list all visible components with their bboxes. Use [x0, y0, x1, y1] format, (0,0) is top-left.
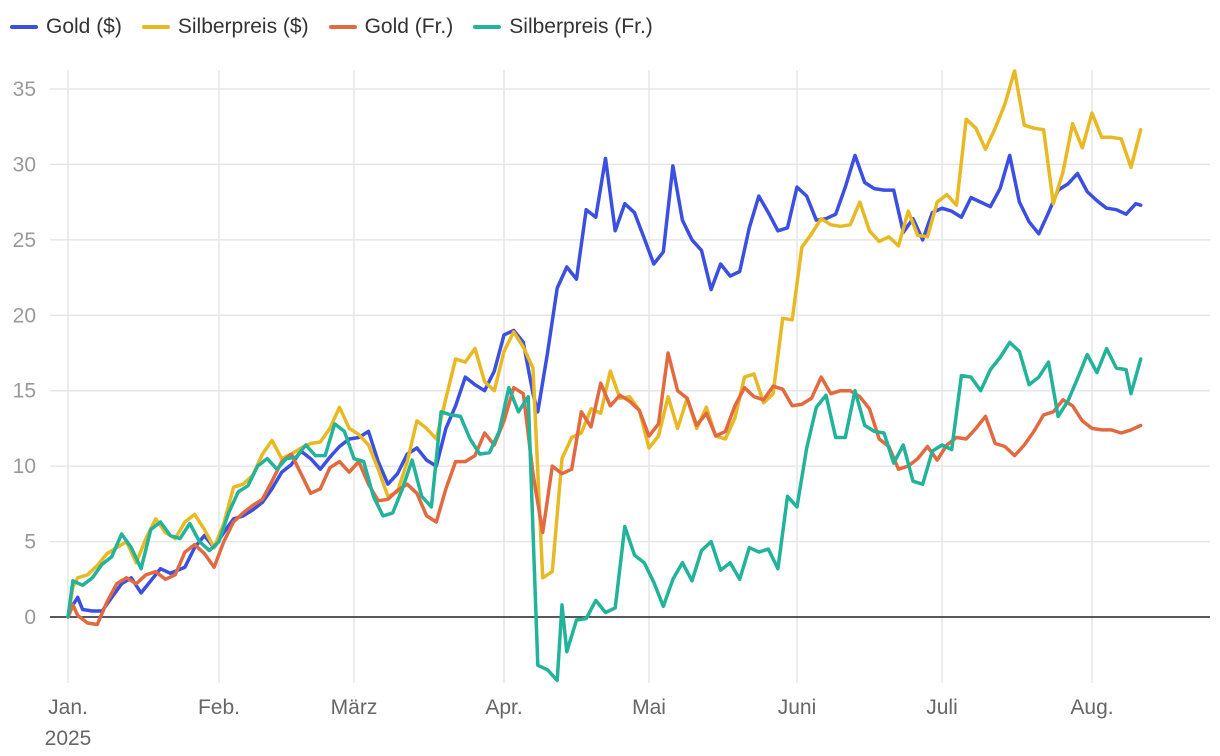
legend-swatch	[10, 25, 38, 29]
legend-label: Gold (Fr.)	[364, 15, 454, 38]
legend-item[interactable]: Silberpreis ($)	[141, 15, 309, 39]
legend-item[interactable]: Silberpreis (Fr.)	[473, 15, 653, 39]
legend-swatch	[473, 25, 502, 29]
legend-item[interactable]: Gold (Fr.)	[328, 15, 454, 39]
x-tick-year-label: 2025	[45, 727, 92, 750]
legend-item[interactable]: Gold ($)	[10, 15, 122, 39]
legend: Gold ($) Silberpreis ($) Gold (Fr.) Silberp…	[10, 12, 653, 42]
x-tick-label: März	[331, 696, 378, 719]
series-line-3	[66, 340, 1143, 683]
x-tick-label: Jan.	[48, 696, 88, 719]
legend-swatch	[141, 25, 170, 29]
y-tick-label: 0	[24, 606, 36, 629]
x-tick-label: Juli	[926, 696, 958, 719]
series-lines	[66, 69, 1143, 683]
legend-label: Gold ($)	[46, 15, 122, 38]
legend-label: Silberpreis ($)	[177, 15, 309, 38]
y-tick-label: 5	[24, 531, 36, 554]
y-tick-label: 10	[13, 455, 36, 478]
y-tick-label: 35	[13, 78, 36, 101]
x-tick-label: Mai	[632, 696, 666, 719]
series-line-1	[66, 69, 1143, 619]
x-axis: Jan. Feb. März Apr. Mai Juni Juli Aug. 2025	[45, 696, 1114, 750]
y-axis: 0 5 10 15 20 25 30 35	[13, 78, 36, 629]
series-line-2	[66, 351, 1143, 627]
x-tick-label: Apr.	[485, 696, 522, 719]
legend-swatch	[328, 25, 357, 29]
y-tick-label: 20	[13, 304, 36, 327]
x-tick-label: Aug.	[1070, 696, 1113, 719]
legend-label: Silberpreis (Fr.)	[509, 15, 653, 38]
y-tick-label: 15	[13, 380, 36, 403]
grid	[50, 70, 1210, 683]
y-tick-label: 30	[13, 153, 36, 176]
x-tick-label: Feb.	[198, 696, 240, 719]
series-line-0	[66, 153, 1143, 619]
y-tick-label: 25	[13, 229, 36, 252]
x-tick-label: Juni	[778, 696, 817, 719]
